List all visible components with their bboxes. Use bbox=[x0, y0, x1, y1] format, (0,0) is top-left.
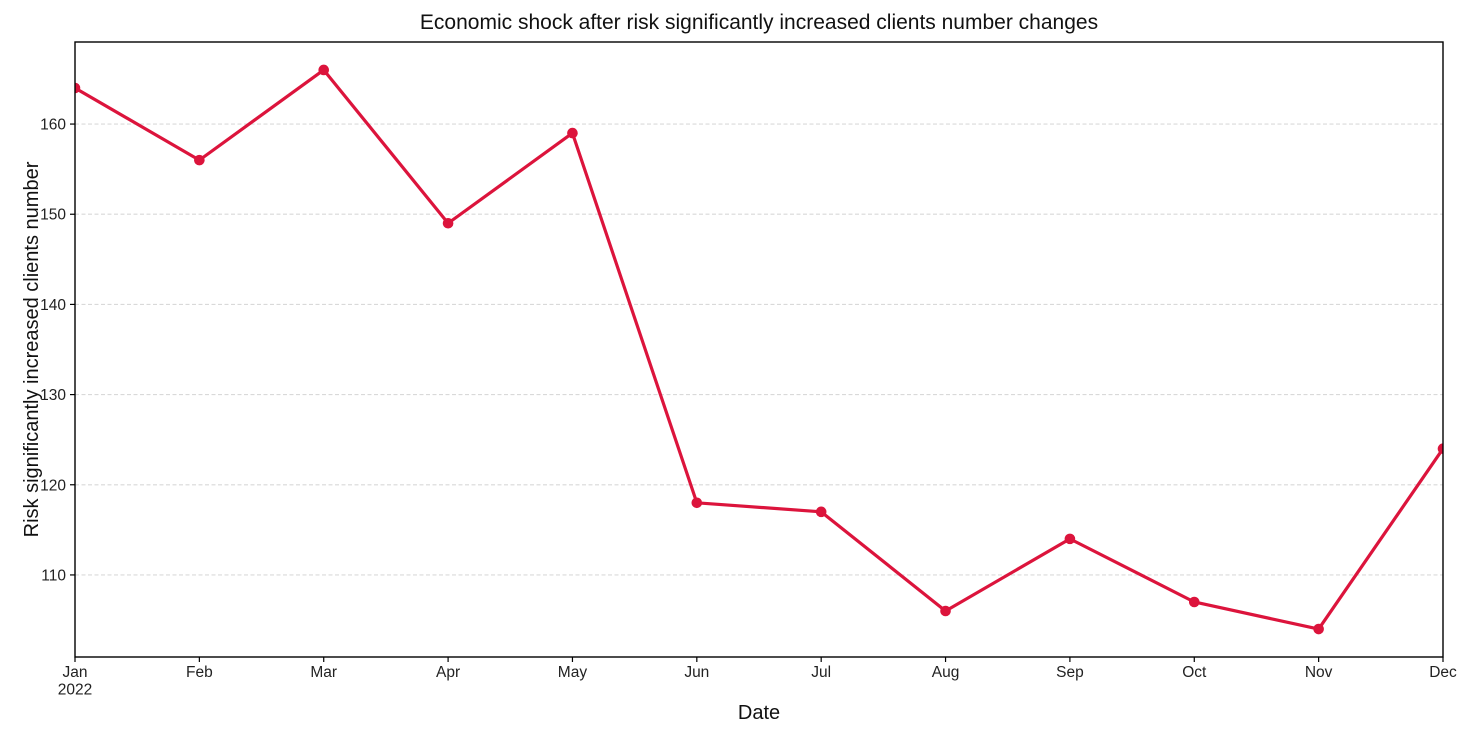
data-point bbox=[442, 217, 454, 229]
x-tick-label: Dec bbox=[1429, 664, 1457, 681]
data-point bbox=[691, 497, 703, 509]
x-tick-label: 2022 bbox=[58, 682, 92, 699]
x-tick-label: Jul bbox=[811, 664, 831, 681]
data-point bbox=[318, 64, 330, 76]
x-tick-label: Apr bbox=[436, 664, 460, 681]
data-point bbox=[815, 506, 827, 518]
chart-title: Economic shock after risk significantly … bbox=[420, 11, 1098, 34]
y-tick-label: 130 bbox=[40, 387, 66, 404]
plot-border bbox=[74, 41, 1444, 658]
frame-layer bbox=[74, 41, 1444, 658]
x-axis-label: Date bbox=[738, 702, 780, 724]
x-tick-label: Aug bbox=[932, 664, 960, 681]
y-tick-label: 150 bbox=[40, 207, 66, 224]
x-tick-label: Jan bbox=[63, 664, 88, 681]
x-tick-label: Nov bbox=[1305, 664, 1333, 681]
data-point bbox=[75, 82, 81, 94]
data-point bbox=[940, 605, 951, 617]
data-point bbox=[1313, 623, 1324, 635]
y-tick-label: 140 bbox=[40, 297, 66, 314]
y-axis-label: Risk significantly increased clients num… bbox=[21, 161, 43, 537]
data-point bbox=[1188, 596, 1200, 608]
x-tick-label: May bbox=[558, 664, 588, 681]
gridlines-layer bbox=[75, 123, 1443, 576]
series-layer bbox=[75, 64, 1443, 635]
x-tick-label: Feb bbox=[186, 664, 213, 681]
data-line bbox=[75, 68, 1443, 631]
data-point bbox=[1437, 443, 1443, 454]
x-tick-label: Sep bbox=[1056, 664, 1084, 681]
data-point bbox=[1064, 533, 1076, 545]
x-tick-label: Jun bbox=[684, 664, 709, 681]
y-tick-label: 160 bbox=[40, 117, 66, 134]
data-point bbox=[567, 127, 578, 139]
y-tick-label: 110 bbox=[41, 567, 66, 584]
data-point bbox=[194, 154, 205, 166]
x-tick-label: Mar bbox=[310, 664, 337, 681]
y-tick-label: 120 bbox=[40, 477, 66, 494]
x-tick-label: Oct bbox=[1182, 664, 1207, 681]
